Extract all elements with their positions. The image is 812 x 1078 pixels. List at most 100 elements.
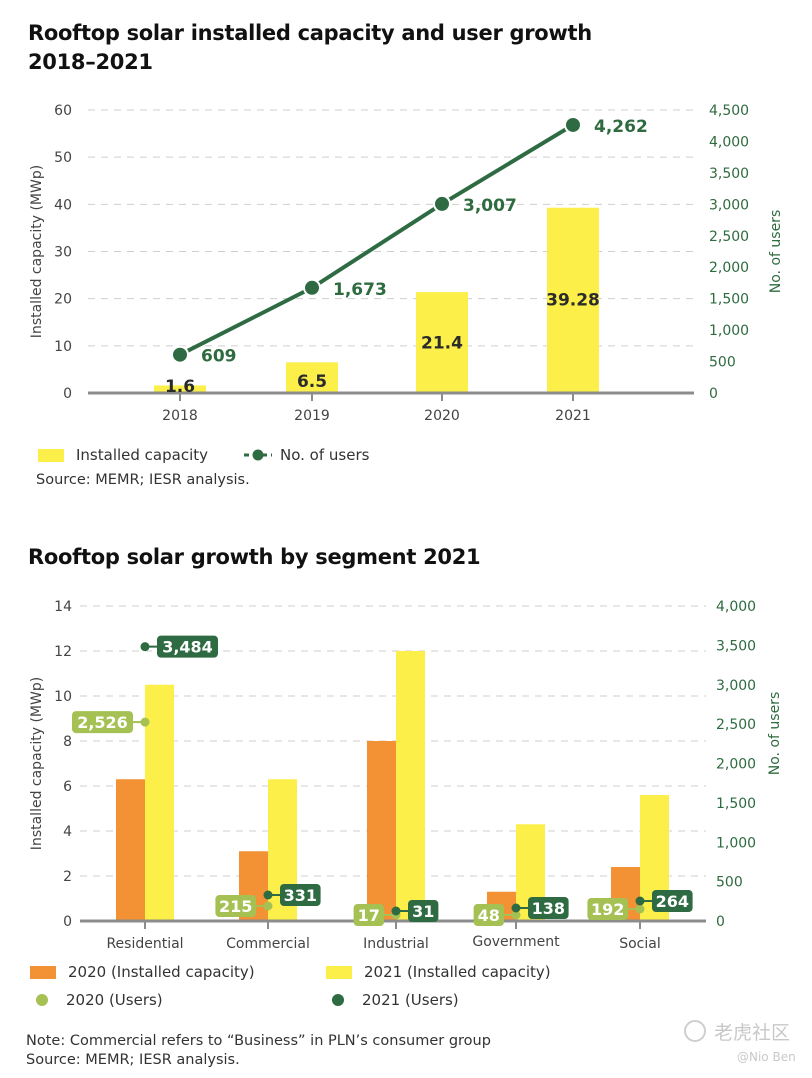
- y-right-tick-label: 1,500: [709, 292, 749, 308]
- legend-label-users: No. of users: [280, 446, 370, 464]
- y-right-tick-label: 2,000: [709, 260, 749, 276]
- y-right-tick-label: 1,000: [716, 835, 756, 851]
- chart1-source: Source: MEMR; IESR analysis.: [36, 472, 250, 488]
- y-tick-label: 60: [54, 103, 72, 119]
- bar-installed-capacity: [154, 385, 206, 393]
- bar-data-label: 39.28: [546, 291, 600, 311]
- chart2-legend-2021-capacity: 2021 (Installed capacity): [326, 963, 551, 981]
- legend-label-2021-users: 2021 (Users): [362, 991, 459, 1009]
- y-right-tick-label: 1,000: [709, 323, 749, 339]
- y-right-tick-label: 0: [716, 914, 725, 930]
- legend-dot-2021-users: [332, 994, 344, 1006]
- chart2-note: Note: Commercial refers to “Business” in…: [26, 1033, 491, 1049]
- y-tick-label: 12: [54, 644, 72, 660]
- chart1-plot: 0 10 20 30 40 50 60 0 500 1,000 1,500 2,000 2,500 3,0…: [29, 103, 784, 424]
- y-tick-label: 0: [63, 386, 72, 402]
- users-point: [171, 345, 189, 364]
- chart2-source: Source: MEMR; IESR analysis.: [26, 1052, 240, 1068]
- y-tick-label: 50: [54, 150, 72, 166]
- users-2021-label-box: [528, 897, 569, 919]
- users-2021-point: [140, 642, 150, 652]
- y-right-tick-label: 2,500: [716, 717, 756, 733]
- legend-swatch-2021-capacity: [326, 965, 352, 979]
- users-2021-point: [511, 903, 521, 913]
- watermark-brand: 老虎社区: [684, 1018, 790, 1045]
- x-tick-label: 2020: [424, 408, 460, 424]
- users-2020-point: [140, 717, 150, 727]
- users-2020-label-box: [473, 904, 504, 926]
- users-2021-data-label: 331: [284, 886, 317, 905]
- legend-swatch-2020-capacity: [30, 965, 56, 979]
- chart1-title-line1: Rooftop solar installed capacity and use…: [28, 21, 592, 45]
- chart2-title: Rooftop solar growth by segment 2021: [28, 545, 481, 569]
- chart1-title: Rooftop solar installed capacity and use…: [28, 19, 592, 77]
- users-2020-point: [511, 910, 521, 920]
- bar-installed-capacity: [416, 292, 468, 393]
- chart2-plot: 0 2 4 6 8 10 12 14 0 500 1,000 1,500 2,000 2,500 3,000…: [29, 599, 783, 952]
- bar-data-label: 6.5: [297, 372, 327, 392]
- x-tick-label: Residential: [106, 936, 183, 952]
- users-point: [303, 278, 321, 297]
- users-2020-data-label: 215: [219, 897, 252, 916]
- y-right-tick-label: 500: [716, 875, 743, 891]
- users-2020-label-box: [587, 898, 628, 920]
- y-right-axis-title: No. of users: [767, 692, 783, 775]
- chart1-legend: Installed capacity No. of users: [38, 446, 369, 464]
- bar-2020-capacity: [367, 741, 396, 921]
- y-right-tick-label: 3,500: [716, 638, 756, 654]
- users-2020-point: [263, 901, 273, 911]
- watermark-user: @Nio Ben: [737, 1050, 796, 1064]
- chart2-legend-2020-capacity: 2020 (Installed capacity): [30, 963, 255, 981]
- users-2020-data-label: 17: [358, 906, 380, 925]
- x-tick-label: Government: [472, 934, 560, 950]
- users-2021-label-box: [408, 900, 439, 922]
- y-axis-title: Installed capacity (MWp): [29, 677, 45, 850]
- y-tick-label: 2: [63, 869, 72, 885]
- y-right-tick-label: 3,500: [709, 166, 749, 182]
- watermark-brand-text: 老虎社区: [714, 1022, 791, 1044]
- y-right-tick-label: 1,500: [716, 796, 756, 812]
- y-tick-label: 30: [54, 245, 72, 261]
- bar-2021-capacity: [396, 651, 425, 921]
- legend-label-2020-capacity: 2020 (Installed capacity): [68, 963, 255, 981]
- users-line: [179, 123, 575, 357]
- y-tick-label: 40: [54, 197, 72, 213]
- users-2020-data-label: 192: [591, 900, 624, 919]
- bar-installed-capacity: [547, 207, 599, 393]
- x-tick-label: 2018: [162, 408, 198, 424]
- y-right-tick-label: 2,000: [716, 757, 756, 773]
- watermark-logo-icon: [684, 1020, 706, 1042]
- users-data-label: 609: [201, 347, 237, 367]
- users-2021-data-label: 3,484: [162, 638, 213, 657]
- x-tick-label: 2019: [294, 408, 330, 424]
- users-2021-data-label: 31: [412, 902, 434, 921]
- legend-swatch-capacity: [38, 448, 64, 462]
- y-right-tick-label: 2,500: [709, 229, 749, 245]
- users-2021-label-box: [652, 890, 693, 912]
- users-2020-point: [635, 904, 645, 914]
- x-tick-label: 2021: [555, 408, 591, 424]
- y-tick-label: 14: [54, 599, 72, 615]
- users-2021-data-label: 264: [656, 892, 689, 911]
- bar-2020-capacity: [116, 779, 145, 921]
- y-right-tick-label: 500: [709, 355, 736, 371]
- x-tick-label: Commercial: [226, 936, 310, 952]
- users-2020-label-box: [353, 904, 384, 926]
- y-axis-title: Installed capacity (MWp): [29, 165, 45, 338]
- y-tick-label: 20: [54, 292, 72, 308]
- y-right-tick-label: 4,000: [716, 599, 756, 615]
- users-2021-point: [635, 896, 645, 906]
- x-tick-label: Social: [619, 936, 661, 952]
- y-tick-label: 4: [63, 824, 72, 840]
- y-right-tick-label: 4,000: [709, 134, 749, 150]
- legend-label-2020-users: 2020 (Users): [66, 991, 163, 1009]
- users-data-label: 4,262: [594, 117, 648, 137]
- bar-data-label: 21.4: [421, 334, 463, 354]
- users-point: [433, 194, 451, 213]
- users-2021-label-box: [157, 635, 218, 658]
- chart2-legend-2021-users: 2021 (Users): [326, 991, 459, 1009]
- y-right-tick-label: 3,000: [716, 678, 756, 694]
- users-2020-data-label: 48: [478, 906, 500, 925]
- y-right-tick-label: 3,000: [709, 197, 749, 213]
- users-point: [564, 115, 582, 134]
